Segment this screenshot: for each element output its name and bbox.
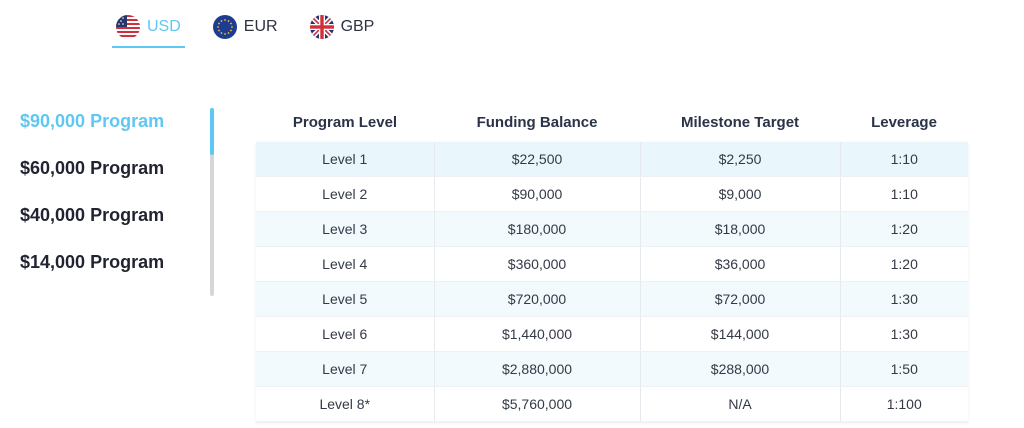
cell-leverage: 1:10 (840, 176, 968, 212)
tab-usd[interactable]: USD (112, 12, 185, 48)
cell-balance: $90,000 (434, 176, 641, 212)
cell-level: Level 2 (256, 176, 435, 212)
cell-balance: $22,500 (434, 142, 641, 177)
cell-level: Level 8* (256, 386, 435, 422)
cell-target: $36,000 (640, 246, 841, 282)
table-row: Level 5 $720,000 $72,000 1:30 (256, 281, 968, 317)
program-list: $90,000 Program $60,000 Program $40,000 … (20, 106, 210, 294)
cell-target: $288,000 (640, 351, 841, 387)
cell-leverage: 1:30 (840, 316, 968, 352)
program-item-14000[interactable]: $14,000 Program (20, 252, 165, 272)
cell-level: Level 4 (256, 246, 435, 282)
cell-balance: $1,440,000 (434, 316, 641, 352)
cell-leverage: 1:10 (840, 142, 968, 177)
levels-table: Program Level Funding Balance Milestone … (256, 102, 968, 422)
cell-balance: $360,000 (434, 246, 641, 282)
eu-flag-icon (212, 15, 237, 39)
program-scroll-track[interactable] (210, 108, 214, 296)
cell-level: Level 1 (256, 142, 435, 177)
header-leverage: Leverage (871, 113, 937, 131)
tab-eur[interactable]: EUR (209, 12, 282, 46)
table-row: Level 7 $2,880,000 $288,000 1:50 (256, 351, 968, 387)
cell-leverage: 1:30 (840, 281, 968, 317)
cell-balance: $5,760,000 (434, 386, 641, 422)
tab-gbp-label: GBP (340, 18, 375, 35)
table-row: Level 1 $22,500 $2,250 1:10 (256, 142, 968, 177)
cell-level: Level 3 (256, 211, 435, 247)
uk-flag-icon (309, 15, 334, 39)
header-program-level: Program Level (292, 113, 398, 131)
program-scroll-thumb[interactable] (210, 108, 214, 155)
header-funding-balance: Funding Balance (476, 113, 598, 131)
tab-usd-label: USD (147, 18, 181, 35)
cell-balance: $720,000 (434, 281, 641, 317)
cell-target: $72,000 (640, 281, 841, 317)
cell-target: $18,000 (640, 211, 841, 247)
cell-leverage: 1:20 (840, 211, 968, 247)
program-item-90000[interactable]: $90,000 Program (20, 111, 165, 131)
cell-level: Level 5 (256, 281, 435, 317)
us-flag-icon (116, 15, 140, 39)
cell-level: Level 6 (256, 316, 435, 352)
cell-target: $2,250 (640, 142, 841, 177)
header-milestone-target: Milestone Target (680, 113, 800, 131)
cell-leverage: 1:50 (840, 351, 968, 387)
table-row: Level 6 $1,440,000 $144,000 1:30 (256, 316, 968, 352)
program-item-60000[interactable]: $60,000 Program (20, 158, 165, 178)
table-row: Level 8* $5,760,000 N/A 1:100 (256, 386, 968, 422)
table-row: Level 2 $90,000 $9,000 1:10 (256, 176, 968, 212)
cell-balance: $2,880,000 (434, 351, 641, 387)
cell-leverage: 1:20 (840, 246, 968, 282)
cell-target: $9,000 (640, 176, 841, 212)
program-item-40000[interactable]: $40,000 Program (20, 205, 165, 225)
program-table: Program Level Funding Balance Milestone … (256, 102, 968, 422)
tab-eur-label: EUR (243, 18, 278, 35)
table-row: Level 4 $360,000 $36,000 1:20 (256, 246, 968, 282)
cell-balance: $180,000 (434, 211, 641, 247)
tab-gbp[interactable]: GBP (306, 12, 379, 46)
table-header-row: Program Level Funding Balance Milestone … (256, 102, 968, 142)
cell-target: $144,000 (640, 316, 841, 352)
cell-target: N/A (640, 386, 841, 422)
table-row: Level 3 $180,000 $18,000 1:20 (256, 211, 968, 247)
cell-level: Level 7 (256, 351, 435, 387)
cell-leverage: 1:100 (840, 386, 968, 422)
currency-tabs: USD EUR (112, 12, 378, 48)
